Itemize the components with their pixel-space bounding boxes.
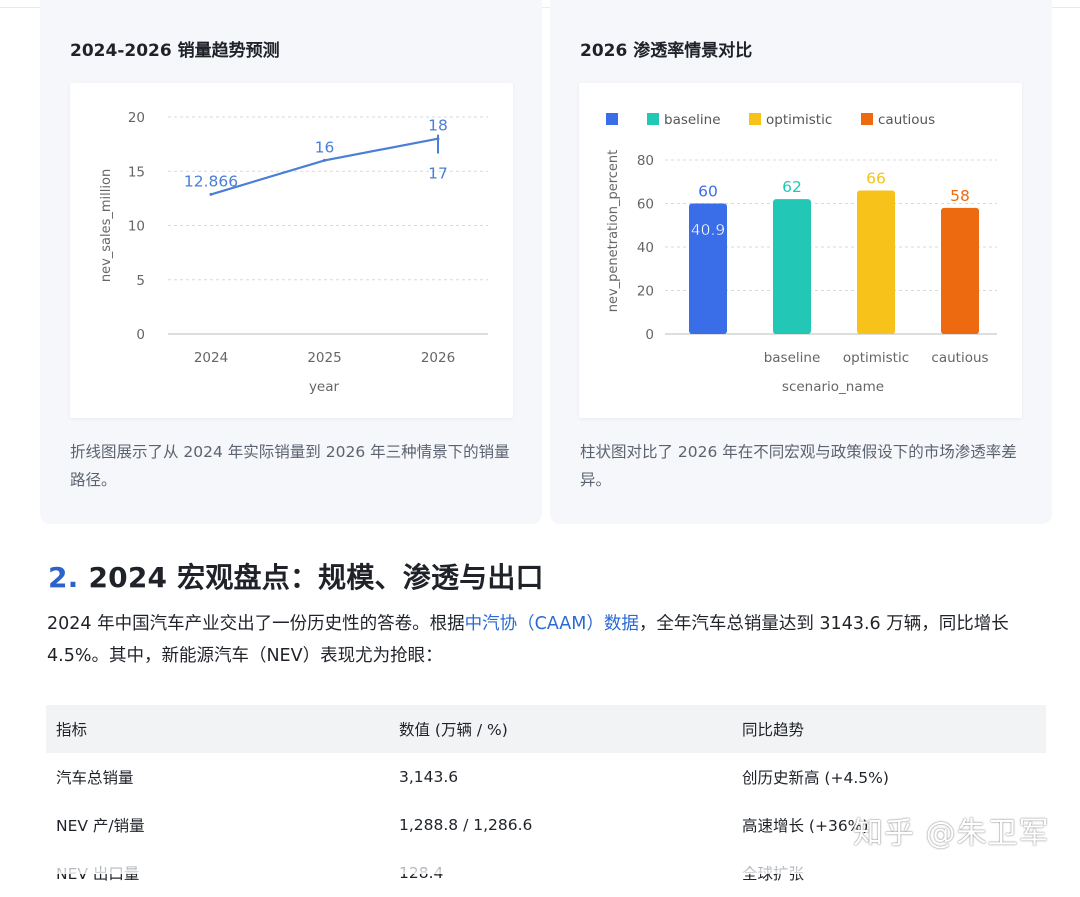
bar	[689, 203, 727, 334]
watermark: 知乎 @朱卫军	[853, 816, 1050, 851]
chart-card-sales-trend: 2024-2026 销量趋势预测 0 5 10 15 20 2024 2025 2026 yea…	[40, 0, 542, 524]
intro-paragraph: 2024 年中国汽车产业交出了一份历史性的答卷。根据中汽协（CAAM）数据，全年…	[47, 608, 1037, 672]
y-axis-title: nev_sales_million	[99, 169, 114, 282]
bar	[773, 199, 811, 334]
data-label: 58	[950, 187, 970, 205]
x-axis-title: scenario_name	[782, 379, 884, 395]
table-header-cell: 同比趋势	[732, 705, 1046, 753]
table-cell: 创历史新高 (+4.5%)	[742, 769, 889, 787]
y-tick-label: 20	[637, 284, 654, 300]
table-header-cell: 数值 (万辆 / %)	[389, 705, 732, 753]
data-label: 40.9	[691, 221, 726, 239]
section-heading: 2. 2024 宏观盘点：规模、渗透与出口	[48, 556, 544, 596]
table-header-row: 指标 数值 (万辆 / %) 同比趋势	[46, 705, 1046, 753]
bar	[857, 190, 895, 334]
chart-title: 2024-2026 销量趋势预测	[70, 41, 280, 61]
legend-swatch	[749, 113, 761, 125]
x-tick-label: baseline	[764, 350, 821, 366]
chart-card-penetration: 2026 渗透率情景对比 0 20 40 60 80 60 62 baseline 66 opti…	[550, 0, 1052, 524]
bar-chart: 0 20 40 60 80 60 62 baseline 66 optimistic 58 cauti…	[606, 112, 997, 395]
chart-title: 2026 渗透率情景对比	[580, 41, 753, 61]
y-tick-label: 40	[637, 240, 654, 256]
table-cell: 高速增长 (+36%)	[742, 817, 869, 835]
table-cell: 1,288.8 / 1,286.6	[399, 816, 533, 834]
table-cell: 全球扩张	[742, 865, 805, 883]
data-label: 66	[866, 169, 886, 187]
table-row: NEV 产/销量 1,288.8 / 1,286.6 高速增长 (+36%)	[46, 801, 1046, 849]
legend-swatch	[861, 113, 873, 125]
series-point	[323, 158, 326, 162]
table-header-cell: 指标	[46, 705, 389, 753]
y-tick-label: 80	[637, 153, 654, 169]
y-tick-label: 60	[637, 197, 654, 213]
data-label: 12.866	[184, 172, 238, 190]
bar-chart-panel: 0 20 40 60 80 60 62 baseline 66 optimistic 58 cauti…	[579, 83, 1022, 418]
bar	[941, 207, 979, 334]
y-axis-title: nev_penetration_percent	[606, 150, 621, 313]
data-label: 16	[315, 138, 335, 156]
y-tick-label: 10	[128, 219, 145, 235]
x-axis-title: year	[309, 379, 340, 395]
table-cell: NEV 出口量	[56, 865, 140, 883]
stats-table: 指标 数值 (万辆 / %) 同比趋势 汽车总销量 3,143.6 创历史新高 …	[46, 705, 1046, 897]
series-point	[209, 192, 213, 196]
line-chart-panel: 0 5 10 15 20 2024 2025 2026 year nev_sales_millio…	[70, 83, 513, 418]
y-tick-label: 0	[645, 327, 654, 343]
y-tick-label: 20	[128, 110, 145, 126]
x-tick-label: optimistic	[843, 350, 909, 366]
y-tick-label: 15	[128, 164, 145, 180]
legend-label: baseline	[664, 112, 721, 128]
table-row: NEV 出口量 128.4 全球扩张	[46, 849, 1046, 897]
table-cell: 3,143.6	[399, 768, 459, 786]
paragraph-text-after: ，全年汽车总销量达到 3143.6 万辆，同比增长 4.5%。其中，新能源汽车（…	[47, 614, 1009, 666]
data-label: 17	[428, 165, 448, 183]
legend-swatch	[606, 113, 618, 125]
caam-data-link[interactable]: 中汽协（CAAM）数据	[464, 614, 639, 634]
chart-caption: 柱状图对比了 2026 年在不同宏观与政策假设下的市场渗透率差异。	[580, 443, 1017, 489]
data-label: 60	[698, 183, 718, 201]
data-label: 18	[428, 117, 448, 135]
x-tick-label: 2025	[307, 350, 341, 366]
y-tick-label: 0	[136, 327, 145, 343]
x-tick-label: 2026	[421, 350, 455, 366]
section-heading-text: 2024 宏观盘点：规模、渗透与出口	[78, 561, 544, 594]
paragraph-text-before: 2024 年中国汽车产业交出了一份历史性的答卷。根据	[47, 614, 465, 634]
table-row: 汽车总销量 3,143.6 创历史新高 (+4.5%)	[46, 753, 1046, 801]
chart-caption: 折线图展示了从 2024 年实际销量到 2026 年三种情景下的销量路径。	[70, 443, 510, 489]
line-chart: 0 5 10 15 20 2024 2025 2026 year nev_sales_millio…	[99, 110, 488, 395]
table-cell: 128.4	[399, 864, 444, 882]
x-tick-label: 2024	[194, 350, 228, 366]
table-cell: NEV 产/销量	[56, 817, 145, 835]
y-tick-label: 5	[136, 273, 145, 289]
table-cell: 汽车总销量	[56, 769, 134, 787]
section-number: 2.	[48, 561, 79, 594]
legend-label: optimistic	[766, 112, 832, 128]
legend-swatch	[647, 113, 659, 125]
data-label: 62	[782, 178, 802, 196]
legend-label: cautious	[878, 112, 935, 128]
x-tick-label: cautious	[931, 350, 988, 366]
